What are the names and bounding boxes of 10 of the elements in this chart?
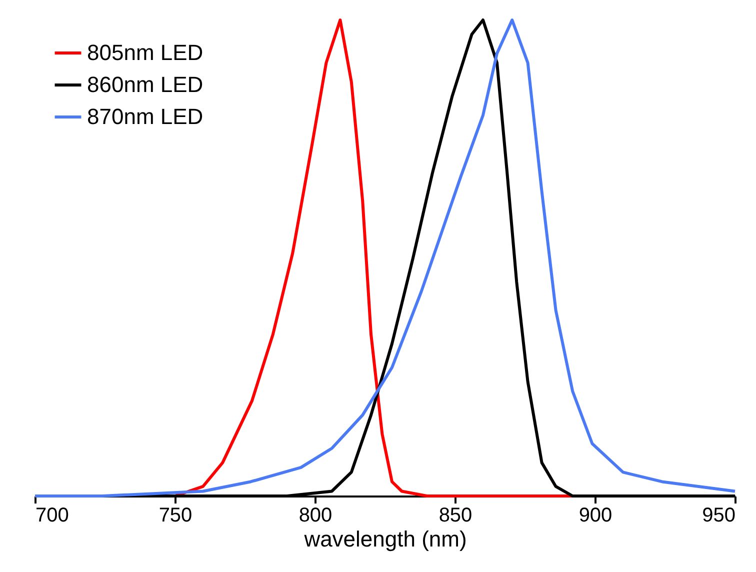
x-tick-label: 700 bbox=[36, 504, 69, 526]
x-axis-title: wavelength (nm) bbox=[303, 526, 467, 552]
x-tick-label: 850 bbox=[438, 504, 472, 526]
x-tick-label: 950 bbox=[702, 504, 736, 526]
legend-label: 870nm LED bbox=[87, 104, 204, 129]
legend-label: 860nm LED bbox=[87, 72, 204, 97]
x-tick-label: 900 bbox=[578, 504, 612, 526]
legend-label: 805nm LED bbox=[87, 40, 204, 65]
x-tick-label: 800 bbox=[298, 504, 332, 526]
x-tick-label: 750 bbox=[158, 504, 192, 526]
